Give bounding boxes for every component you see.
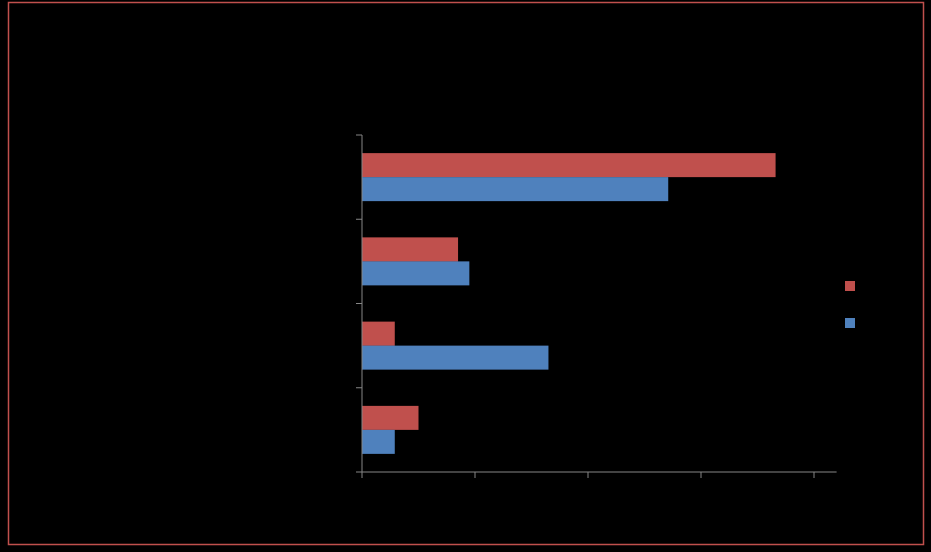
chart-frame [7, 1, 925, 546]
legend-swatch [845, 281, 855, 291]
bar [362, 261, 470, 286]
bar [362, 429, 395, 454]
legend-swatch [845, 318, 855, 328]
bar [362, 177, 669, 202]
bar [362, 405, 419, 430]
bar [362, 153, 776, 178]
bar [362, 321, 395, 346]
bar [362, 237, 459, 262]
bar [362, 345, 549, 370]
